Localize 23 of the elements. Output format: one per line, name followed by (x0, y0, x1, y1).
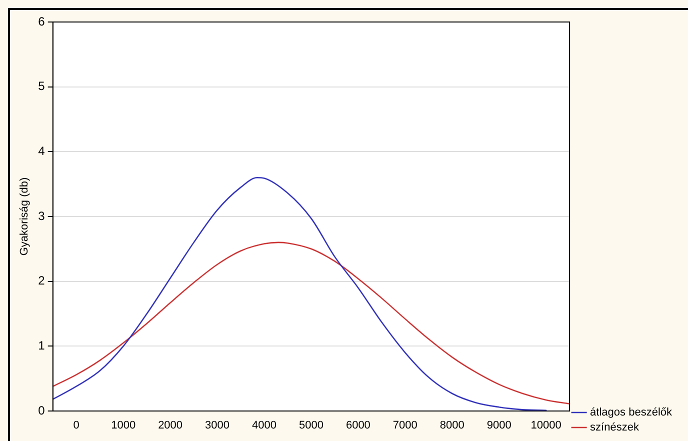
x-tick-label: 1000 (111, 420, 136, 432)
x-tick-label: 9000 (486, 420, 512, 432)
x-tick-label: 10000 (530, 420, 562, 432)
y-axis-title: Gyakoriság (db) (18, 177, 31, 256)
x-tick-label: 4000 (252, 420, 276, 432)
x-tick-label: 2000 (158, 420, 183, 432)
x-tick-label: 5000 (298, 420, 324, 432)
line-series (52, 242, 570, 405)
legend-label: átlagos beszélők (590, 406, 672, 419)
x-tick-label: 8000 (440, 420, 464, 432)
legend-label: színészek (590, 422, 640, 434)
line-series (52, 176, 547, 411)
x-tick-label: 3000 (205, 420, 230, 432)
x-tick-label: 0 (73, 420, 80, 432)
y-tick-label: 2 (38, 274, 46, 288)
x-tick-label: 7000 (392, 420, 418, 432)
y-tick-label: 5 (38, 79, 46, 94)
y-tick-label: 0 (38, 403, 46, 418)
y-tick-label: 3 (38, 208, 46, 223)
y-tick-label: 1 (38, 338, 46, 352)
x-tick-label: 6000 (346, 420, 370, 432)
y-tick-label: 4 (38, 144, 46, 158)
y-tick-label: 6 (38, 14, 46, 28)
